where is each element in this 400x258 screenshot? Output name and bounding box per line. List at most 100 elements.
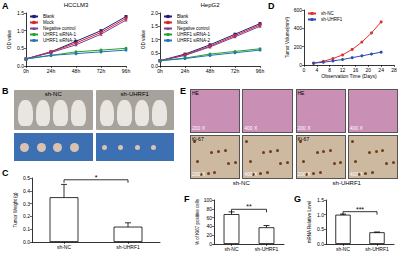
svg-text:sh-NC: sh-NC [321,11,335,16]
svg-text:mRNA Relative Level: mRNA Relative Level [307,201,312,244]
svg-text:Negative control: Negative control [177,26,210,31]
svg-text:Blank: Blank [43,14,55,19]
svg-text:0.0: 0.0 [151,63,158,69]
svg-text:sh-NC: sh-NC [224,246,239,252]
html-text:200 X: 200 X [192,125,206,131]
svg-text:60: 60 [206,215,212,221]
svg-text:F: F [184,194,190,204]
svg-text:Negative control: Negative control [43,26,76,31]
svg-text:% of Ki67 positive cells: % of Ki67 positive cells [195,198,200,245]
svg-text:0.1: 0.1 [23,226,30,232]
svg-text:0.0: 0.0 [23,239,30,245]
svg-text:OD value: OD value [141,30,146,49]
svg-text:40: 40 [206,223,212,229]
svg-text:UHRF1 siRNA-1: UHRF1 siRNA-1 [43,32,77,37]
svg-text:HCCLM3: HCCLM3 [64,2,89,8]
svg-text:600: 600 [294,7,303,13]
svg-text:Observation Time (Days): Observation Time (Days) [321,73,377,79]
html-text:Ki-67: Ki-67 [192,136,204,142]
svg-text:0.5: 0.5 [317,226,324,232]
svg-text:sh-NC: sh-NC [336,246,351,252]
svg-text:2.0: 2.0 [151,10,158,16]
svg-text:1.5: 1.5 [151,23,158,29]
svg-text:0: 0 [209,241,212,247]
html-text:400 X: 400 X [244,125,258,131]
svg-text:0.0: 0.0 [17,63,24,69]
svg-text:***: *** [356,206,364,213]
html-text:sh-UHRF1: sh-UHRF1 [120,91,149,97]
svg-text:16: 16 [353,67,359,73]
svg-text:sh-UHRF1: sh-UHRF1 [116,244,140,250]
svg-text:C: C [2,168,9,178]
html-text:Ki-67: Ki-67 [297,136,310,142]
svg-text:OD value: OD value [7,30,12,49]
html-text:E: E [180,86,186,96]
svg-text:20: 20 [206,232,212,238]
html-text:sh-NC: sh-NC [232,180,250,186]
svg-text:0.0: 0.0 [317,241,324,247]
svg-text:20: 20 [366,67,372,73]
html-text:200 X: 200 X [297,171,311,177]
svg-text:24h: 24h [181,68,190,74]
svg-text:Mock: Mock [177,20,189,25]
svg-text:sh-UHRF1: sh-UHRF1 [321,17,343,22]
svg-text:UHRF1 siRNA-2: UHRF1 siRNA-2 [177,38,211,43]
svg-text:**: ** [246,203,252,210]
svg-text:8: 8 [328,67,331,73]
svg-text:Tumor Volume(mm³): Tumor Volume(mm³) [285,16,290,58]
svg-text:D: D [268,1,275,11]
svg-text:G: G [294,194,301,204]
html-text:HE: HE [297,90,305,96]
svg-text:0.5: 0.5 [151,50,158,56]
svg-text:sh-UHRF1: sh-UHRF1 [365,246,389,252]
html-text:HE: HE [192,90,199,96]
html-text:200 X: 200 X [192,171,206,177]
svg-text:0.2: 0.2 [23,213,30,219]
svg-text:1.0: 1.0 [17,28,24,34]
svg-text:Tumor Weight (g): Tumor Weight (g) [13,192,18,227]
svg-text:100: 100 [204,197,213,203]
svg-text:0.4: 0.4 [23,188,30,194]
svg-text:96h: 96h [122,68,131,74]
svg-text:sh-NC: sh-NC [57,244,72,250]
svg-text:0h: 0h [157,68,163,74]
svg-text:UHRF1 siRNA-1: UHRF1 siRNA-1 [177,32,211,37]
svg-text:1.5: 1.5 [317,197,324,203]
svg-text:28: 28 [391,67,397,73]
svg-text:Mock: Mock [43,20,55,25]
svg-text:1.0: 1.0 [151,37,158,43]
svg-text:1.5: 1.5 [17,10,24,16]
svg-text:*: * [95,174,98,181]
svg-text:48h: 48h [206,68,215,74]
svg-text:Blank: Blank [177,14,189,19]
html-text:400 X: 400 X [349,171,363,177]
svg-text:72h: 72h [231,68,240,74]
svg-text:0.5: 0.5 [23,175,30,181]
svg-text:24: 24 [378,67,384,73]
svg-text:1.0: 1.0 [317,212,324,218]
svg-text:0: 0 [303,67,306,73]
svg-text:200: 200 [294,44,303,50]
svg-text:HepG2: HepG2 [200,2,220,8]
html-text:400 X: 400 X [244,171,258,177]
svg-text:UHRF1 siRNA-2: UHRF1 siRNA-2 [43,38,77,43]
html-text:sh-NC: sh-NC [44,91,62,97]
svg-text:12: 12 [340,67,346,73]
svg-text:96h: 96h [256,68,265,74]
html-text:B: B [2,86,9,96]
svg-text:0h: 0h [23,68,29,74]
svg-text:0.3: 0.3 [23,201,30,207]
svg-text:48h: 48h [72,68,81,74]
svg-text:80: 80 [206,206,212,212]
svg-text:A: A [2,1,9,11]
svg-text:24h: 24h [47,68,56,74]
svg-text:0.5: 0.5 [17,45,24,51]
svg-text:sh-UHRF1: sh-UHRF1 [255,246,279,252]
html-text:sh-UHRF1: sh-UHRF1 [332,180,361,186]
svg-text:400: 400 [294,25,303,31]
svg-text:4: 4 [315,67,318,73]
html-text:400 X: 400 X [349,125,363,131]
html-text:200 X: 200 X [297,125,311,131]
svg-text:72h: 72h [97,68,106,74]
svg-text:0: 0 [299,62,302,68]
